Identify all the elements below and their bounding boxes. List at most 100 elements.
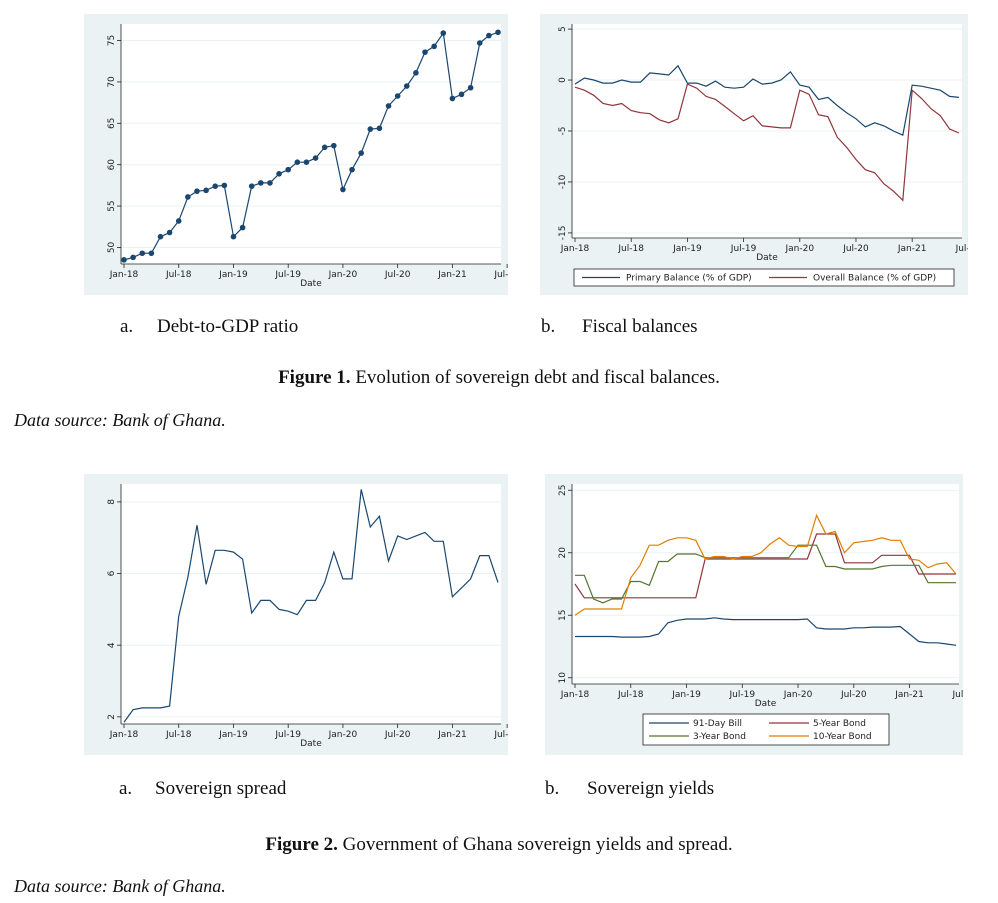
x-tick-label: Jul-18 — [165, 730, 192, 740]
legend-box — [642, 713, 890, 746]
data-point — [194, 188, 200, 194]
y-tick-label: 15 — [558, 610, 568, 621]
x-tick-label: Jul-19 — [730, 244, 757, 254]
panel-fiscal-balances: 5 0 -5 -10 -15 Jan-18 Jul-18 Jan-19 Jul-19 Jan-20… — [540, 14, 968, 295]
y-tick-label: 4 — [107, 642, 117, 648]
data-point — [376, 125, 383, 132]
subcaption-1a-text: Debt-to-GDP ratio — [157, 316, 299, 337]
data-point — [285, 166, 291, 173]
x-tick-label: Jan-18 — [560, 244, 590, 254]
data-point — [321, 144, 328, 151]
legend: Primary Balance (% of GDP) Overall Balanc… — [573, 268, 955, 287]
legend-label: Overall Balance (% of GDP) — [813, 274, 936, 284]
legend-box — [573, 268, 955, 287]
panel-sovereign-yields: 10 15 20 25 Jan-18 Jul-18 Jan-19 Jul-19 Jan-20 Ju… — [545, 474, 963, 755]
data-point — [312, 155, 319, 161]
plot-area — [121, 24, 501, 264]
y-tick-label: 5 — [558, 26, 568, 32]
data-point — [467, 84, 474, 91]
figure-2-caption: Figure 2. Government of Ghana sovereign … — [0, 834, 998, 856]
x-axis-title: Date — [755, 699, 777, 709]
data-point — [495, 29, 501, 36]
data-point — [403, 83, 410, 89]
subcaption-2a-letter: a. — [119, 778, 133, 799]
plot-area — [572, 484, 959, 684]
x-tick-label: Jan-21 — [437, 730, 467, 740]
subcaption-2b-text: Sovereign yields — [587, 778, 715, 799]
y-tick-label: -15 — [558, 226, 568, 241]
chart-sovereign-spread: 2 4 6 8 Jan-18 Jul-18 Jan-19 Jul-19 Jan-20 Jul-20… — [107, 484, 508, 749]
data-point — [258, 180, 264, 186]
plot-area — [121, 484, 501, 724]
figure-1-caption: Figure 1. Evolution of sovereign debt an… — [0, 367, 998, 389]
x-tick-label: Jul-19 — [728, 690, 755, 700]
x-tick-label: Jul-19 — [274, 270, 301, 280]
y-tick-label: 6 — [107, 570, 117, 576]
figure-2-label: Figure 2. — [265, 834, 338, 855]
data-point — [431, 43, 437, 50]
x-tick-label: Jan-19 — [218, 730, 248, 740]
data-point — [276, 170, 282, 177]
figure-1-caption-text: Evolution of sovereign debt and fiscal b… — [350, 367, 720, 388]
data-point — [449, 95, 456, 102]
data-point — [394, 93, 401, 99]
x-tick-label: Jul-20 — [840, 690, 867, 700]
series-line — [575, 544, 956, 604]
y-tick-label: -5 — [558, 127, 568, 136]
subcaption-1b-text: Fiscal balances — [582, 316, 698, 337]
data-point — [267, 180, 273, 186]
legend-label: 10-Year Bond — [813, 732, 872, 742]
x-tick-label: Jul-19 — [274, 730, 301, 740]
y-tick-label: 60 — [107, 159, 117, 171]
data-point — [303, 159, 310, 166]
data-point — [248, 183, 255, 190]
data-point — [239, 224, 246, 231]
data-point — [385, 103, 392, 109]
y-tick-label: 55 — [107, 200, 117, 211]
x-tick-label: Jul-20 — [384, 730, 411, 740]
figure-1-label: Figure 1. — [278, 367, 351, 388]
data-point — [349, 166, 355, 173]
panel-debt-to-gdp: 50 55 60 65 70 75 Jan-18 Jul-18 Jan-19 Jul-19 Jan-… — [84, 14, 508, 295]
y-tick-label: -10 — [558, 174, 568, 189]
x-tick-label: Jul-21 — [493, 270, 508, 280]
figure-2-source: Data source: Bank of Ghana. — [14, 876, 226, 896]
x-tick-label: Jan-20 — [328, 730, 358, 740]
y-tick-label: 75 — [107, 35, 117, 46]
y-tick-label: 65 — [107, 118, 117, 129]
figure-1-source: Data source: Bank of Ghana. — [14, 410, 226, 430]
data-point — [212, 183, 219, 190]
x-tick-label: Jul-18 — [165, 270, 192, 280]
data-point — [367, 126, 374, 132]
legend: 91-Day Bill 5-Year Bond 3-Year Bond 10-Year… — [642, 713, 890, 746]
data-point — [121, 257, 127, 263]
x-tick-label: Jan-19 — [218, 270, 248, 280]
subcaption-1b-letter: b. — [541, 316, 556, 337]
x-tick-label: Jul-21 — [952, 690, 963, 700]
chart-sovereign-yields: 10 15 20 25 Jan-18 Jul-18 Jan-19 Jul-19 Jan-20 Ju… — [558, 484, 963, 746]
data-point — [440, 30, 447, 36]
data-point — [422, 49, 428, 55]
chart-debt-to-gdp: 50 55 60 65 70 75 Jan-18 Jul-18 Jan-19 Jul-19 Jan-… — [107, 24, 508, 289]
series-line — [574, 533, 956, 599]
panel-sovereign-spread: 2 4 6 8 Jan-18 Jul-18 Jan-19 Jul-19 Jan-20 Jul-20… — [84, 474, 508, 755]
y-tick-label: 70 — [107, 76, 117, 88]
figure-2-caption-text: Government of Ghana sovereign yields and… — [337, 834, 733, 855]
y-tick-label: 20 — [558, 547, 568, 559]
x-tick-label: Jul-20 — [384, 270, 411, 280]
data-point — [230, 233, 237, 240]
y-tick-label: 2 — [107, 714, 117, 720]
series-line — [574, 513, 957, 616]
data-point — [185, 194, 191, 200]
data-point — [139, 250, 146, 257]
data-point — [458, 91, 465, 98]
data-point — [294, 159, 301, 166]
y-tick-label: 0 — [558, 77, 568, 83]
x-tick-label: Jan-21 — [437, 270, 467, 280]
data-point — [486, 32, 492, 39]
subcaption-2a-text: Sovereign spread — [155, 778, 287, 799]
x-tick-label: Jan-20 — [328, 270, 358, 280]
legend-label: 5-Year Bond — [813, 719, 866, 729]
x-axis-title: Date — [300, 739, 322, 749]
x-tick-label: Jul-21 — [493, 730, 508, 740]
